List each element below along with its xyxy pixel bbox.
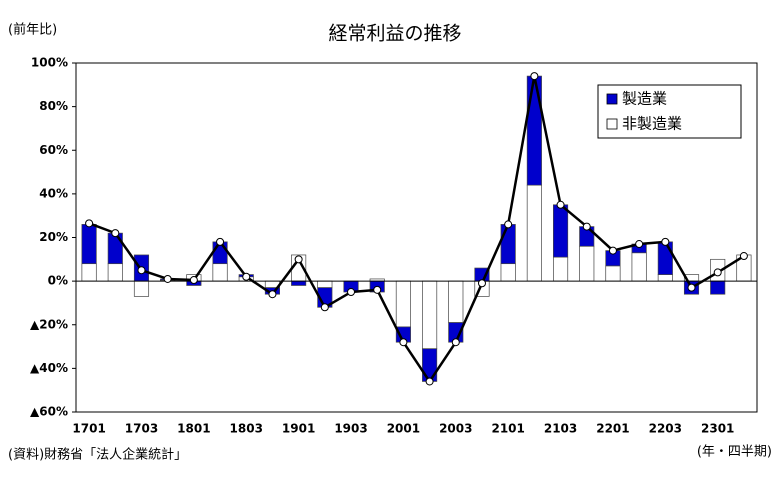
total-marker: [687, 283, 696, 292]
total-marker: [268, 290, 277, 299]
total-marker: [608, 246, 617, 255]
total-marker: [504, 220, 513, 229]
bar: [212, 263, 228, 282]
total-marker: [137, 266, 146, 275]
bar: [579, 245, 595, 282]
y-tick-label: ▲40%: [30, 361, 68, 375]
y-tick-label: ▲60%: [30, 405, 68, 419]
bar: [553, 256, 569, 282]
bar: [526, 184, 542, 282]
total-marker: [635, 240, 644, 249]
total-marker: [163, 274, 172, 283]
bar: [81, 263, 97, 282]
bar: [526, 75, 542, 186]
total-marker: [320, 303, 329, 312]
total-marker: [425, 377, 434, 386]
x-tick-label: 1901: [282, 422, 315, 436]
total-marker: [739, 252, 748, 261]
bar: [317, 280, 333, 289]
x-tick-label: 2201: [596, 422, 629, 436]
x-tick-label: 2001: [387, 422, 420, 436]
bar: [395, 280, 411, 328]
y-tick-label: ▲20%: [30, 317, 68, 331]
x-tick-label: 1801: [177, 422, 210, 436]
bar: [657, 241, 673, 275]
bar: [81, 224, 97, 265]
y-tick-label: 40%: [39, 186, 68, 200]
x-tick-label: 2103: [544, 422, 577, 436]
y-unit: (前年比): [8, 22, 57, 38]
total-marker: [294, 255, 303, 264]
x-axis-label: (年・四半期): [697, 445, 772, 460]
y-tick-label: 60%: [39, 143, 68, 157]
legend-box: [597, 84, 742, 139]
bar: [291, 280, 307, 286]
total-marker: [111, 229, 120, 238]
total-marker: [556, 200, 565, 209]
x-tick-label: 1903: [334, 422, 367, 436]
bar: [107, 263, 123, 282]
total-marker: [713, 268, 722, 277]
total-marker: [451, 338, 460, 347]
x-tick-label: 2301: [701, 422, 734, 436]
bar: [631, 252, 647, 282]
x-tick-label: 1701: [72, 422, 105, 436]
total-marker: [582, 222, 591, 231]
legend-swatch: [606, 93, 618, 105]
legend-label: 製造業: [622, 90, 667, 108]
bar: [422, 280, 438, 350]
bar: [448, 280, 464, 323]
total-marker: [399, 338, 408, 347]
x-tick-label: 2003: [439, 422, 472, 436]
total-marker: [216, 237, 225, 246]
total-marker: [347, 288, 356, 297]
total-line: [88, 74, 745, 383]
bar: [500, 224, 516, 265]
bar: [605, 265, 621, 282]
x-tick-label: 1803: [230, 422, 263, 436]
bar: [710, 280, 726, 295]
total-marker: [530, 72, 539, 81]
x-tick-label: 1703: [125, 422, 158, 436]
total-marker: [373, 285, 382, 294]
total-marker: [661, 237, 670, 246]
y-tick-label: 80%: [39, 99, 68, 113]
bar: [553, 204, 569, 258]
bar: [500, 263, 516, 282]
y-tick-label: 0%: [48, 274, 68, 288]
bar: [107, 232, 123, 265]
total-marker: [242, 272, 251, 281]
chart-title: 経常利益の推移: [328, 23, 461, 45]
total-marker: [189, 276, 198, 285]
bar: [422, 348, 438, 382]
y-tick-label: 100%: [31, 56, 68, 70]
bar: [657, 274, 673, 282]
legend-label: 非製造業: [622, 115, 682, 133]
y-tick-label: 20%: [39, 230, 68, 244]
source-note: (資料)財務省「法人企業統計」: [8, 447, 187, 463]
legend-swatch: [606, 118, 618, 130]
total-marker: [85, 219, 94, 228]
x-tick-label: 2101: [491, 422, 524, 436]
bar: [133, 280, 150, 297]
total-marker: [477, 279, 486, 288]
x-tick-label: 2203: [649, 422, 682, 436]
